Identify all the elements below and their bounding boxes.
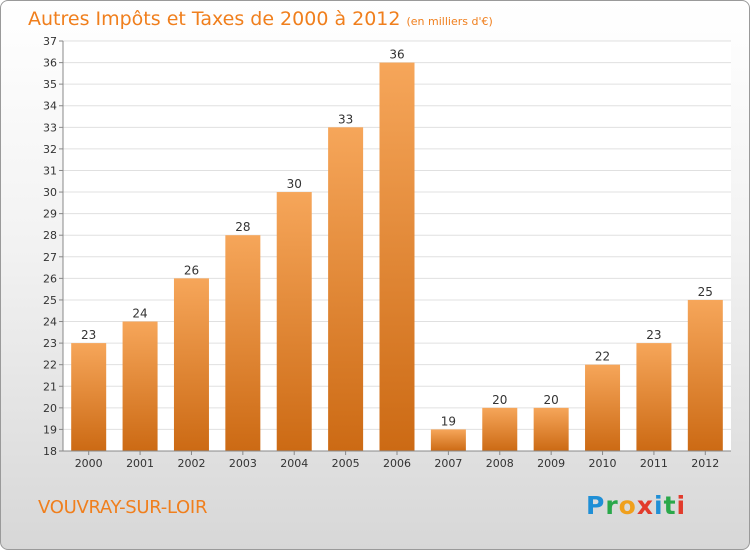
x-tick-label: 2010 [589, 457, 617, 470]
bar-value-label: 20 [544, 393, 559, 407]
bar-2009 [533, 407, 569, 451]
y-tick-label: 31 [43, 164, 57, 177]
logo-letter: P [586, 491, 606, 520]
y-tick-label: 25 [43, 294, 57, 307]
chart-title-text: Autres Impôts et Taxes de 2000 à 2012 [28, 8, 401, 30]
bar-value-label: 30 [287, 177, 302, 191]
x-tick-label: 2005 [332, 457, 360, 470]
bar-2000 [71, 343, 107, 451]
logo-letter: i [654, 491, 664, 520]
y-tick-label: 18 [43, 445, 57, 458]
bar-value-label: 19 [441, 414, 456, 428]
y-tick-label: 26 [43, 272, 57, 285]
bars: 23 24 26 28 30 33 36 19 20 20 22 23 25 [71, 48, 723, 452]
y-tick-label: 22 [43, 359, 57, 372]
x-tick-label: 2004 [280, 457, 308, 470]
bar-2004 [276, 192, 312, 452]
logo-letter: o [618, 491, 637, 520]
location-name: VOUVRAY-SUR-LOIR [38, 497, 208, 518]
bar-2012 [687, 299, 723, 451]
y-tick-label: 24 [43, 316, 57, 329]
bar-value-label: 26 [184, 263, 199, 277]
x-tick-label: 2003 [229, 457, 257, 470]
x-tick-label: 2001 [126, 457, 154, 470]
bar-2001 [122, 321, 158, 451]
y-axis: 18 19 20 21 22 23 24 25 26 27 28 29 30 31 32 33 34 35 36 37 [43, 35, 64, 458]
bar-value-label: 23 [81, 328, 96, 342]
logo-letter: t [663, 491, 677, 520]
x-tick-label: 2007 [434, 457, 462, 470]
bar-value-label: 36 [389, 48, 404, 62]
y-tick-label: 36 [43, 57, 57, 70]
x-tick-label: 2006 [383, 457, 411, 470]
y-tick-label: 32 [43, 143, 57, 156]
logo-letter: r [605, 491, 619, 520]
bar-value-label: 20 [492, 393, 507, 407]
bar-value-label: 22 [595, 350, 610, 364]
y-tick-label: 29 [43, 208, 57, 221]
bar-2002 [173, 278, 209, 451]
y-tick-label: 33 [43, 121, 57, 134]
bar-2003 [225, 235, 261, 451]
bar-2008 [482, 407, 518, 451]
bar-value-label: 28 [235, 220, 250, 234]
proxiti-logo[interactable]: Proxiti [586, 491, 686, 520]
x-tick-label: 2000 [75, 457, 103, 470]
bar-2005 [328, 127, 364, 451]
logo-letter: x [636, 491, 654, 520]
bar-2010 [585, 364, 621, 451]
x-tick-label: 2009 [537, 457, 565, 470]
x-axis: 2000 2001 2002 2003 2004 2005 2006 2007 2008 2009… [63, 450, 731, 470]
x-tick-label: 2002 [177, 457, 205, 470]
y-tick-label: 21 [43, 380, 57, 393]
x-tick-label: 2008 [486, 457, 514, 470]
x-tick-label: 2011 [640, 457, 668, 470]
chart-title: Autres Impôts et Taxes de 2000 à 2012 (en… [28, 8, 493, 30]
y-tick-label: 19 [43, 423, 57, 436]
y-tick-label: 28 [43, 229, 57, 242]
x-tick-label: 2012 [691, 457, 719, 470]
bar-2011 [636, 343, 672, 451]
chart-subtitle: (en milliers d'€) [406, 15, 493, 28]
bar-2007 [430, 429, 466, 451]
y-tick-label: 37 [43, 35, 57, 48]
y-tick-label: 30 [43, 186, 57, 199]
bar-value-label: 23 [646, 328, 661, 342]
bar-value-label: 33 [338, 112, 353, 126]
bar-2006 [379, 62, 415, 451]
y-tick-label: 35 [43, 78, 57, 91]
y-tick-label: 27 [43, 251, 57, 264]
logo-letter: i [676, 491, 687, 520]
y-tick-label: 20 [43, 402, 57, 415]
bar-value-label: 24 [132, 307, 147, 321]
y-tick-label: 23 [43, 337, 57, 350]
bar-value-label: 25 [698, 285, 713, 299]
y-tick-label: 34 [43, 100, 57, 113]
